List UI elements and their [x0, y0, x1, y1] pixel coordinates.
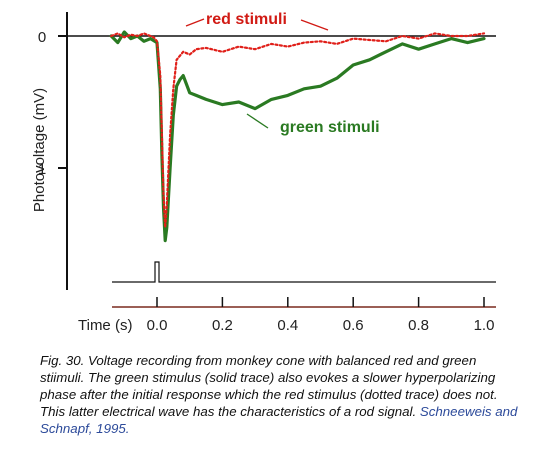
x-tick-label-4: 0.8 — [408, 317, 429, 334]
caption-citation: Schneeweis and Schnapf, 1995. — [40, 404, 518, 436]
stimulus-marker — [112, 261, 496, 283]
y-axis-title: Photovoltage (mV) — [31, 88, 48, 212]
green-label-pointer — [246, 113, 269, 129]
traces — [109, 30, 486, 243]
series-label-red: red stimuli — [206, 11, 287, 28]
x-tick-label-0: 0.0 — [147, 317, 168, 334]
x-tick-label-1: 0.2 — [212, 317, 233, 334]
series-line-green — [109, 30, 486, 243]
x-ticks: 0.0 0.2 0.4 0.6 0.8 1.0 — [147, 297, 495, 334]
series-label-green: green stimuli — [280, 119, 380, 136]
photovoltage-chart: 0 1 Photovoltage (mV) Time (s) 0.0 0.2 0.4… — [31, 11, 496, 334]
figure-caption: Fig. 30. Voltage recording from monkey c… — [40, 352, 520, 437]
red-label-pointer-2 — [185, 18, 205, 27]
y-tick-label-1: 1 — [38, 161, 46, 178]
x-tick-label-3: 0.6 — [343, 317, 364, 334]
x-axis-title: Time (s) — [78, 317, 132, 334]
y-tick-label-0: 0 — [38, 29, 46, 46]
x-tick-label-5: 1.0 — [474, 317, 495, 334]
series-line-red — [110, 32, 486, 229]
red-label-pointer — [300, 19, 329, 31]
x-tick-label-2: 0.4 — [277, 317, 298, 334]
caption-text: Fig. 30. Voltage recording from monkey c… — [40, 353, 498, 419]
